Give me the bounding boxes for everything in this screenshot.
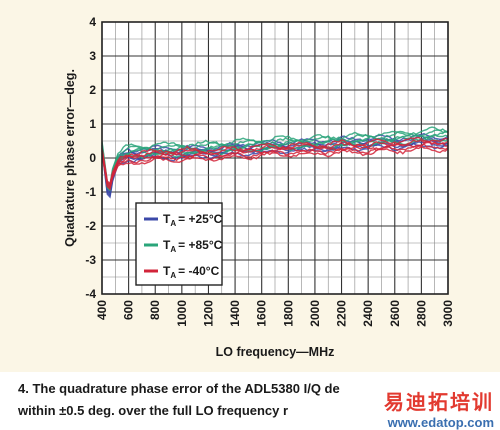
series-line-1 bbox=[101, 126, 449, 186]
x-tick-label: 1000 bbox=[175, 300, 189, 327]
x-tick-label: 3000 bbox=[441, 300, 455, 327]
y-tick-label: -4 bbox=[85, 287, 96, 301]
series-line-1 bbox=[101, 129, 449, 188]
x-tick-label: 2000 bbox=[308, 300, 322, 327]
legend-label-2: TA = -40°C bbox=[163, 264, 220, 280]
x-tick-label: 2800 bbox=[414, 300, 428, 327]
x-tick-label: 2200 bbox=[335, 300, 349, 327]
x-tick-label: 1400 bbox=[228, 300, 242, 327]
plot-frame bbox=[101, 21, 449, 295]
caption-line-1: 4. The quadrature phase error of the ADL… bbox=[18, 381, 340, 396]
y-tick-label: 1 bbox=[89, 117, 96, 131]
x-axis-title: LO frequency—MHz bbox=[216, 345, 335, 359]
y-tick-label: -2 bbox=[85, 219, 96, 233]
legend-label-0: TA = +25°C bbox=[163, 212, 223, 228]
x-tick-label: 600 bbox=[122, 300, 136, 320]
y-tick-label: 0 bbox=[89, 151, 96, 165]
series-line-0 bbox=[101, 132, 449, 193]
watermark-logo-text: 易迪拓培训 bbox=[384, 392, 494, 414]
y-tick-label: 2 bbox=[89, 83, 96, 97]
y-axis-title: Quadrature phase error—deg. bbox=[63, 69, 77, 247]
x-tick-label: 400 bbox=[95, 300, 109, 320]
series-line-2 bbox=[101, 139, 449, 187]
caption-line-2: within ±0.5 deg. over the full LO freque… bbox=[18, 403, 289, 418]
y-tick-label: -1 bbox=[85, 185, 96, 199]
series-line-2 bbox=[101, 136, 449, 185]
y-tick-label: -3 bbox=[85, 253, 96, 267]
watermark: 易迪拓培训 www.edatop.com bbox=[384, 386, 494, 430]
legend-label-1: TA = +85°C bbox=[163, 238, 223, 254]
watermark-url: www.edatop.com bbox=[387, 415, 494, 430]
x-tick-label: 1800 bbox=[281, 300, 295, 327]
chart-panel: 4 3 2 1 0 -1 -2 -3 -4 400 600 800 1000 1200 1400 1600 18… bbox=[0, 0, 500, 372]
x-tick-label: 1200 bbox=[201, 300, 215, 327]
x-tick-label: 2600 bbox=[388, 300, 402, 327]
y-tick-label: 3 bbox=[89, 49, 96, 63]
legend: TA = +25°C TA = +85°C TA = -40°C bbox=[135, 202, 223, 286]
y-tick-label: 4 bbox=[89, 15, 96, 29]
figure-caption: 4. The quadrature phase error of the ADL… bbox=[18, 378, 488, 422]
x-tick-label: 2400 bbox=[361, 300, 375, 327]
x-tick-label: 1600 bbox=[255, 300, 269, 327]
x-tick-label: 800 bbox=[148, 300, 162, 320]
